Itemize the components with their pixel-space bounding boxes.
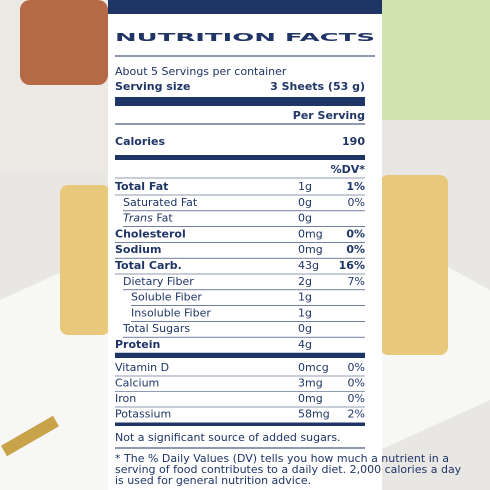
nutrient-amount: 0g [298, 196, 312, 209]
nutrient-name-text: Calcium [115, 377, 159, 390]
nutrient-dv: 0% [348, 196, 365, 209]
nutrient-name: Soluble Fiber [131, 291, 202, 304]
nutrient-name-text: Total Sugars [122, 322, 190, 335]
title: NUTRITION FACTS [115, 31, 375, 44]
nutrient-name-text: Fat [156, 212, 173, 225]
nutrient-amount: 0mg [298, 227, 323, 240]
nutrient-dv: 16% [339, 259, 365, 272]
fork [1, 415, 59, 457]
thick-bar [115, 97, 365, 106]
nutrient-dv: 0% [346, 227, 365, 240]
nutrient-name-text: Protein [115, 338, 160, 351]
calories-label: Calories [115, 135, 165, 148]
per-serving: Per Serving [293, 109, 365, 122]
servings: About 5 Servings per container [115, 65, 287, 78]
nutrient-name: Iron [115, 392, 136, 405]
nutrient-amount: 1g [298, 180, 312, 193]
nutrient-amount: 2g [298, 275, 312, 288]
nutrient-name: Total Carb. [115, 259, 182, 272]
nutrient-name-text: Total Fat [115, 180, 168, 193]
nutrient-name: Dietary Fiber [123, 275, 194, 288]
nutrient-name: Cholesterol [115, 227, 186, 240]
label-panel [108, 0, 382, 490]
nutrient-name: Total Sugars [122, 322, 190, 335]
nutrient-name-text: Dietary Fiber [123, 275, 194, 288]
thick-bar [115, 155, 365, 160]
dv-header: %DV* [331, 163, 366, 176]
nutrient-dv: 0% [348, 377, 365, 390]
lasagna-right [380, 175, 448, 355]
nutrient-name-text: Vitamin D [115, 361, 169, 374]
nutrient-amount: 43g [298, 259, 319, 272]
calories-value: 190 [342, 135, 365, 148]
salad [380, 0, 490, 120]
lasagna-left [60, 185, 110, 335]
nutrient-name: Total Fat [115, 180, 168, 193]
nutrient-name-text: Iron [115, 392, 136, 405]
footnote: * The % Daily Values (DV) tells you how … [115, 452, 449, 465]
nutrient-name: Potassium [115, 408, 171, 421]
nutrient-amount: 0mg [298, 243, 323, 256]
nutrient-amount: 1g [298, 291, 312, 304]
note: Not a significant source of added sugars… [115, 431, 341, 444]
nutrient-amount: 3mg [298, 377, 323, 390]
nutrient-amount: 58mg [298, 408, 330, 421]
serving-size-value: 3 Sheets (53 g) [270, 80, 365, 93]
nutrient-name-text: Total Carb. [115, 259, 182, 272]
nutrient-name-text: Saturated Fat [123, 196, 198, 209]
nutrient-name: Trans Fat [123, 212, 173, 225]
footnote: is used for general nutrition advice. [115, 474, 311, 487]
nutrient-dv: 0% [348, 392, 365, 405]
nutrient-name-text: Potassium [115, 408, 171, 421]
nutrient-name-text: Cholesterol [115, 227, 186, 240]
nutrient-dv: 1% [346, 180, 365, 193]
nutrient-name: Vitamin D [115, 361, 169, 374]
nutrient-amount: 0mg [298, 392, 323, 405]
pepper-mill [20, 0, 108, 85]
nutrient-amount: 0g [298, 212, 312, 225]
nutrient-amount: 0g [298, 322, 312, 335]
nutrient-amount: 4g [298, 338, 312, 351]
nutrient-name-text: Soluble Fiber [131, 291, 202, 304]
serving-size-label: Serving size [115, 80, 190, 93]
footnote: serving of food contributes to a daily d… [115, 463, 462, 476]
thick-bar [115, 423, 365, 426]
thick-bar [115, 353, 365, 358]
nutrient-dv: 0% [346, 243, 365, 256]
nutrient-name: Calcium [115, 377, 159, 390]
nutrient-name-text: Sodium [115, 243, 161, 256]
nutrient-name: Protein [115, 338, 160, 351]
nutrient-name-text: Insoluble Fiber [131, 306, 211, 319]
nutrient-amount: 1g [298, 306, 312, 319]
nutrient-name: Saturated Fat [123, 196, 198, 209]
top-bar [108, 0, 382, 14]
nutrient-dv: 0% [348, 361, 365, 374]
nutrient-dv: 2% [348, 408, 365, 421]
nutrient-name-italic: Trans [123, 212, 153, 225]
rows: Total Fat 1g 1% Saturated Fat 0g 0% Trans Fat 0… [115, 180, 365, 423]
nutrient-dv: 7% [348, 275, 365, 288]
nutrient-name: Sodium [115, 243, 161, 256]
nutrient-name: Insoluble Fiber [131, 306, 211, 319]
nutrient-amount: 0mcg [298, 361, 329, 374]
